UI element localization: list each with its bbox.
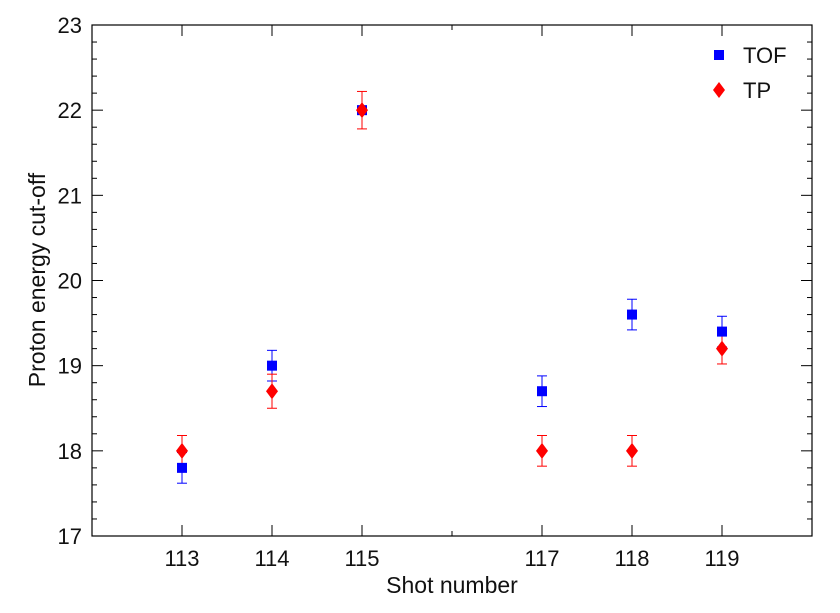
tof-point xyxy=(717,326,727,337)
legend-tof-marker xyxy=(714,50,724,60)
tp-point xyxy=(176,442,188,459)
x-tick-label: 115 xyxy=(344,546,379,571)
y-tick-label: 23 xyxy=(58,13,82,38)
legend-tp-label: TP xyxy=(743,78,771,103)
legend-tof-label: TOF xyxy=(743,43,787,68)
plot-frame xyxy=(91,24,813,537)
tp-point xyxy=(626,442,638,459)
tof-point xyxy=(267,360,277,371)
y-tick-label: 17 xyxy=(58,524,82,549)
x-tick-label: 114 xyxy=(254,546,289,571)
y-tick-label: 19 xyxy=(58,354,82,379)
y-tick-label: 21 xyxy=(58,183,82,208)
tp-point xyxy=(536,442,548,459)
axis-ticks xyxy=(91,24,813,537)
x-tick-label: 119 xyxy=(704,546,739,571)
legend: TOF TP xyxy=(713,43,787,103)
data-markers xyxy=(176,102,728,473)
y-tick-label: 18 xyxy=(58,439,82,464)
y-tick-label: 20 xyxy=(58,269,82,294)
y-axis-title: Proton energy cut-off xyxy=(24,172,50,387)
tp-point xyxy=(356,102,368,119)
x-tick-label: 117 xyxy=(524,546,559,571)
tof-point xyxy=(627,309,637,320)
error-bars xyxy=(177,90,727,484)
tp-point xyxy=(716,340,728,357)
legend-tp-marker xyxy=(713,82,725,98)
tof-point xyxy=(537,386,547,397)
x-tick-label: 113 xyxy=(164,546,199,571)
x-axis-title: Shot number xyxy=(386,572,518,598)
tp-point xyxy=(266,383,278,400)
tick-labels: 17 18 19 20 21 22 23 113 114 115 117 118 119 xyxy=(58,13,740,571)
x-tick-label: 118 xyxy=(614,546,649,571)
tof-point xyxy=(177,462,187,473)
y-tick-label: 22 xyxy=(58,98,82,123)
